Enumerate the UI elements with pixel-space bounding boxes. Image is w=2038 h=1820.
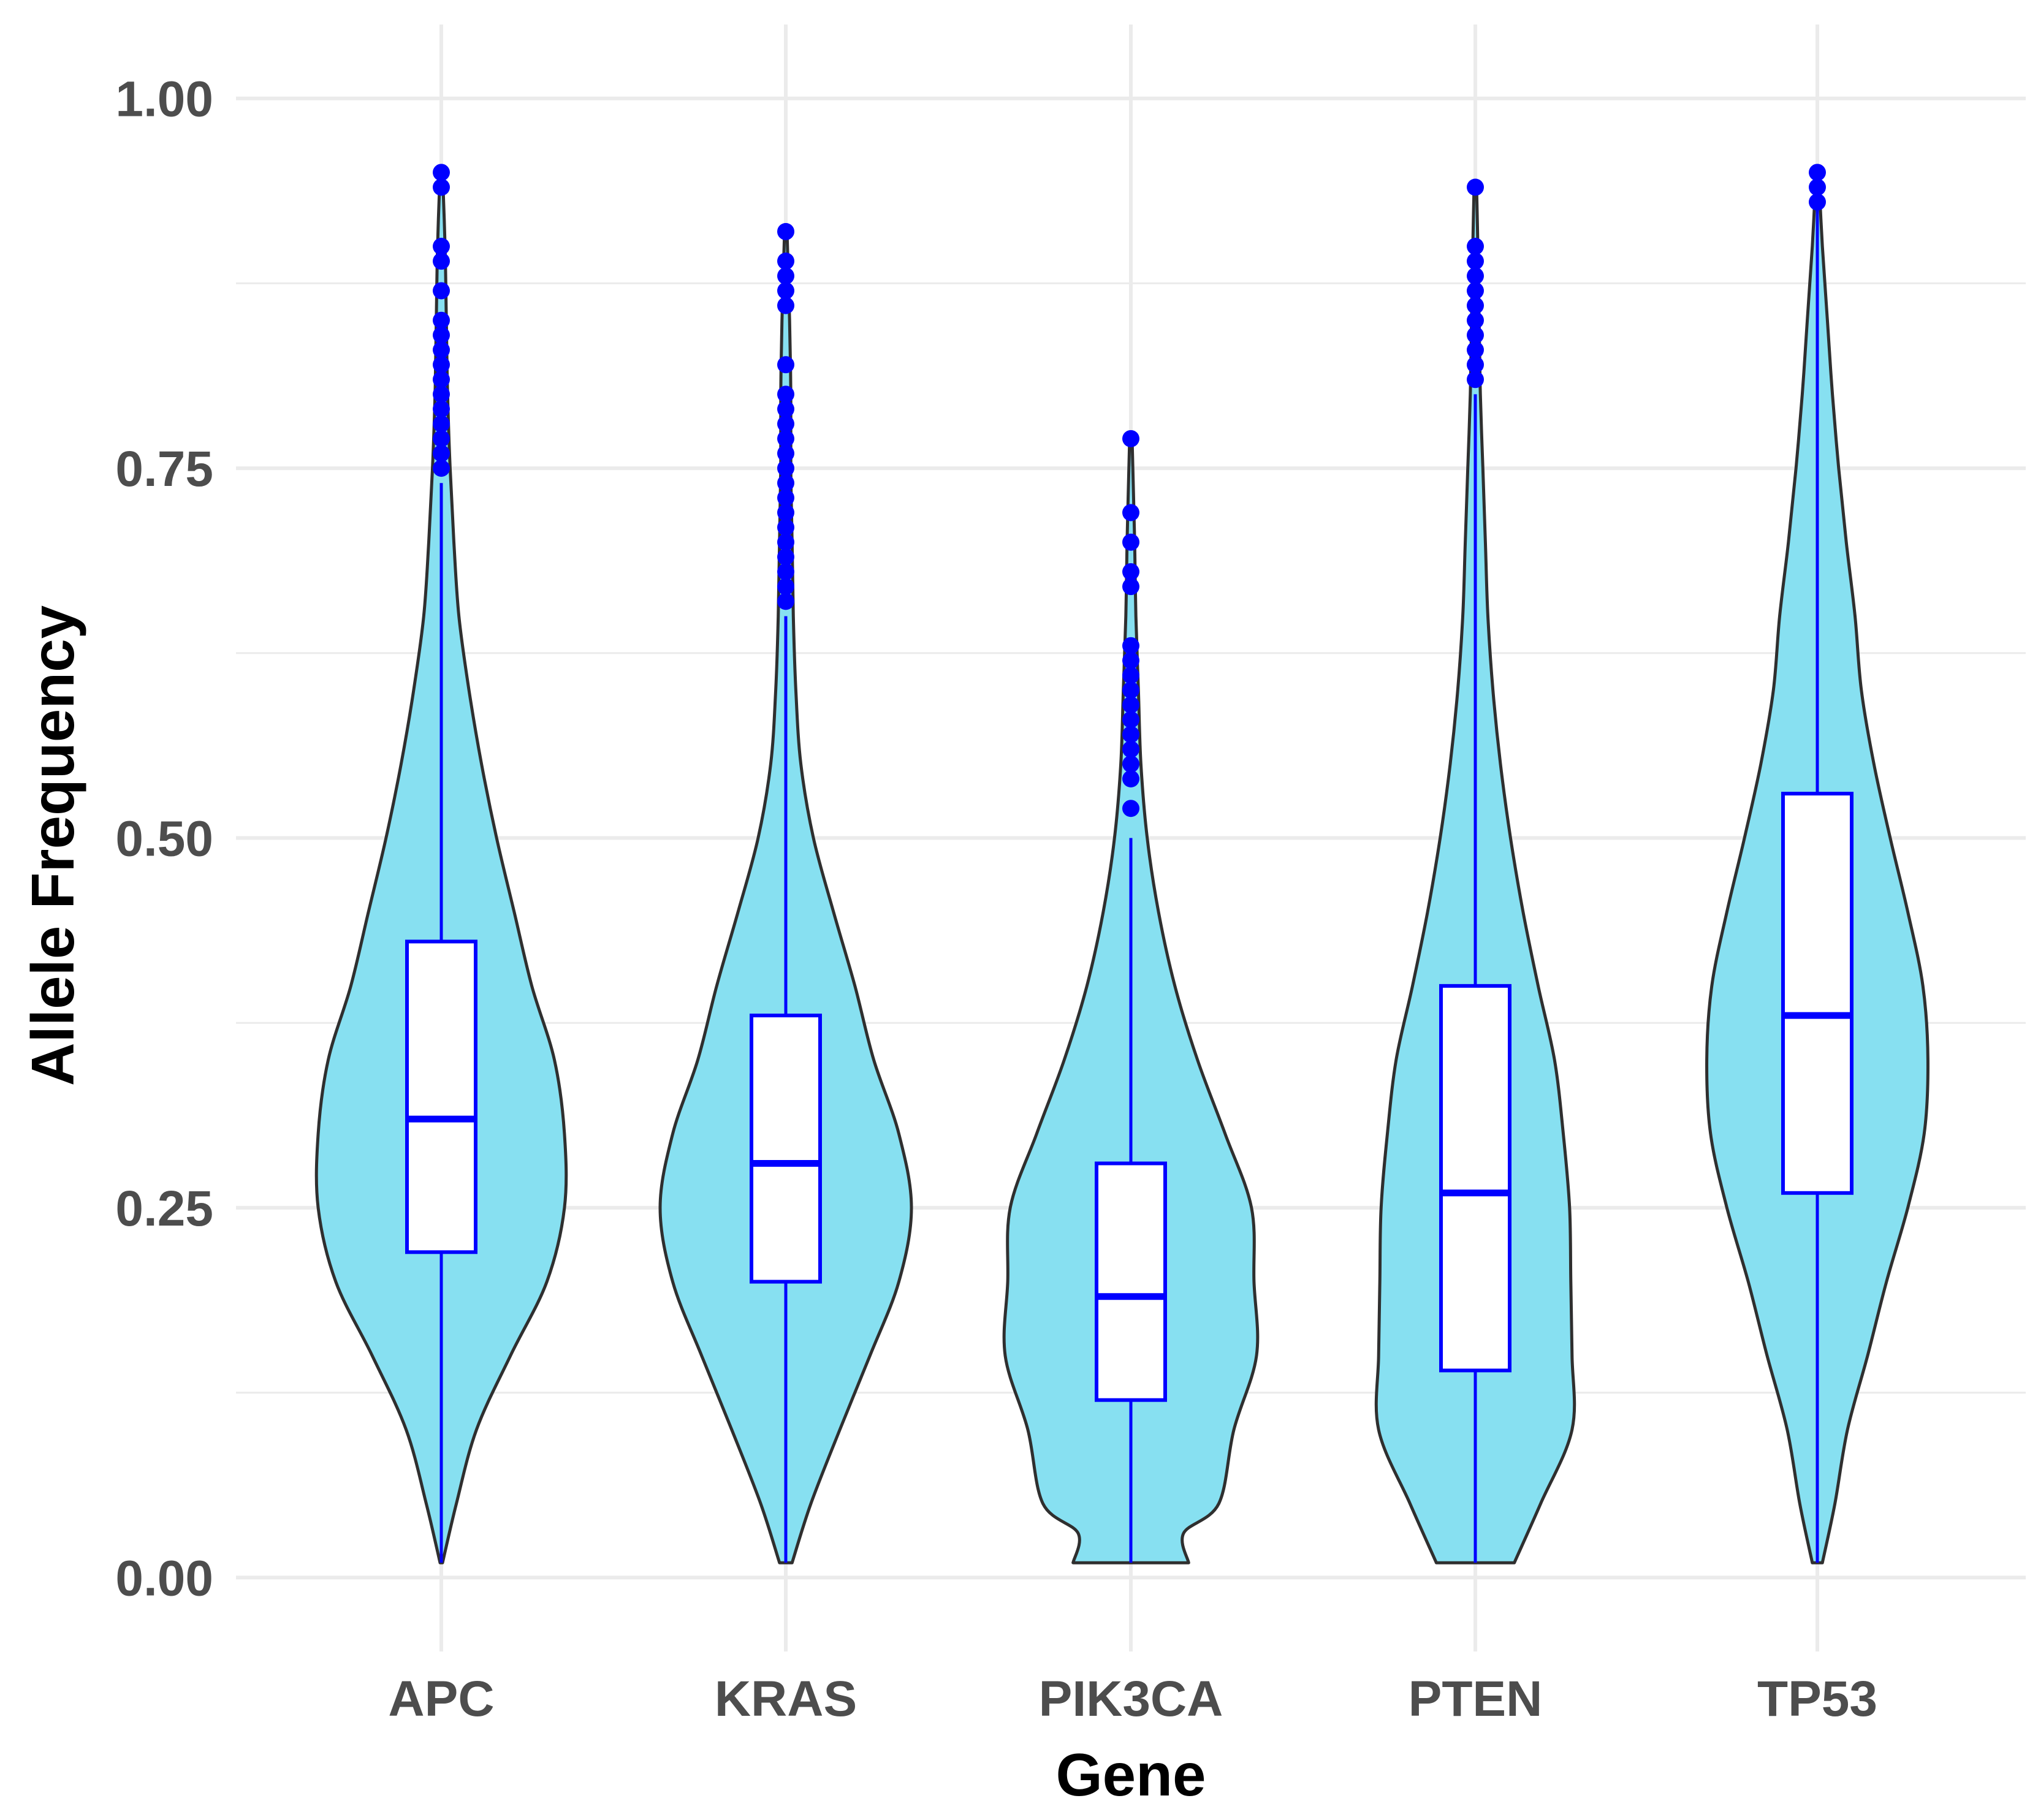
outlier-point bbox=[777, 297, 794, 314]
outlier-point bbox=[777, 533, 794, 551]
outlier-point bbox=[1809, 193, 1826, 211]
x-tick-label: PIK3CA bbox=[1039, 1671, 1223, 1727]
y-tick-label: 0.75 bbox=[115, 441, 213, 497]
x-tick-label: KRAS bbox=[715, 1671, 857, 1727]
outlier-point bbox=[1467, 282, 1484, 300]
x-tick-label: PTEN bbox=[1409, 1671, 1543, 1727]
outlier-point bbox=[433, 178, 450, 196]
outlier-point bbox=[433, 238, 450, 256]
box-pten bbox=[1439, 984, 1511, 1373]
outlier-point bbox=[1122, 533, 1139, 551]
outlier-point bbox=[1467, 297, 1484, 314]
outlier-point bbox=[1467, 371, 1484, 389]
outlier-point bbox=[433, 341, 450, 358]
outlier-point bbox=[1122, 563, 1139, 581]
box-pik3ca bbox=[1095, 1161, 1167, 1402]
outlier-point bbox=[433, 326, 450, 344]
outlier-point bbox=[433, 444, 450, 462]
outlier-point bbox=[1809, 164, 1826, 181]
outlier-point bbox=[777, 548, 794, 566]
outlier-point bbox=[433, 282, 450, 300]
outlier-point bbox=[777, 578, 794, 596]
outlier-point bbox=[777, 430, 794, 447]
outlier-point bbox=[1122, 696, 1139, 714]
outlier-point bbox=[433, 371, 450, 389]
outlier-point bbox=[1122, 430, 1139, 447]
outlier-points bbox=[433, 164, 1826, 817]
outlier-point bbox=[777, 474, 794, 492]
outlier-point bbox=[1122, 667, 1139, 684]
outlier-point bbox=[777, 282, 794, 300]
outlier-point bbox=[1467, 341, 1484, 358]
outlier-point bbox=[777, 385, 794, 403]
outlier-point bbox=[1122, 637, 1139, 654]
outlier-point bbox=[1122, 681, 1139, 699]
boxplots bbox=[405, 202, 1854, 1563]
outlier-point bbox=[433, 311, 450, 329]
outlier-point bbox=[1467, 178, 1484, 196]
x-tick-label: APC bbox=[388, 1671, 494, 1727]
outlier-point bbox=[1122, 711, 1139, 729]
outlier-point bbox=[433, 252, 450, 270]
outlier-point bbox=[433, 400, 450, 418]
y-axis-title: Allele Frequency bbox=[19, 605, 86, 1086]
outlier-point bbox=[433, 415, 450, 433]
outlier-point bbox=[1122, 770, 1139, 787]
y-tick-label: 0.00 bbox=[115, 1550, 213, 1606]
outlier-point bbox=[1122, 755, 1139, 773]
box-apc bbox=[405, 939, 477, 1254]
outlier-point bbox=[777, 504, 794, 521]
outlier-point bbox=[777, 518, 794, 536]
outlier-point bbox=[1122, 740, 1139, 758]
outlier-point bbox=[777, 415, 794, 433]
outlier-point bbox=[777, 563, 794, 581]
outlier-point bbox=[433, 356, 450, 374]
outlier-point bbox=[777, 489, 794, 507]
outlier-point bbox=[1467, 356, 1484, 374]
outlier-point bbox=[777, 460, 794, 477]
outlier-point bbox=[1122, 578, 1139, 596]
outlier-point bbox=[1122, 651, 1139, 669]
x-tick-label: TP53 bbox=[1757, 1671, 1877, 1727]
outlier-point bbox=[433, 460, 450, 477]
outlier-point bbox=[1467, 252, 1484, 270]
outlier-point bbox=[777, 356, 794, 374]
y-axis-tick-labels: 0.00 0.25 0.50 0.75 1.00 bbox=[115, 72, 213, 1607]
outlier-point bbox=[1467, 267, 1484, 285]
outlier-point bbox=[777, 444, 794, 462]
x-axis-title: Gene bbox=[1055, 1741, 1206, 1808]
outlier-point bbox=[1467, 311, 1484, 329]
y-tick-label: 0.50 bbox=[115, 811, 213, 867]
outlier-point bbox=[1122, 726, 1139, 743]
box-kras bbox=[750, 1014, 822, 1284]
y-tick-label: 0.25 bbox=[115, 1181, 213, 1237]
outlier-point bbox=[433, 430, 450, 447]
outlier-point bbox=[433, 385, 450, 403]
y-tick-label: 1.00 bbox=[115, 72, 213, 127]
x-axis-tick-labels: APC KRAS PIK3CA PTEN TP53 bbox=[388, 1671, 1877, 1727]
outlier-point bbox=[777, 267, 794, 285]
outlier-point bbox=[1467, 238, 1484, 256]
outlier-point bbox=[1467, 326, 1484, 344]
outlier-point bbox=[433, 164, 450, 181]
outlier-point bbox=[1809, 178, 1826, 196]
outlier-point bbox=[777, 252, 794, 270]
outlier-point bbox=[1122, 800, 1139, 817]
outlier-point bbox=[1122, 504, 1139, 521]
outlier-point bbox=[777, 222, 794, 240]
outlier-point bbox=[777, 593, 794, 610]
outlier-point bbox=[777, 400, 794, 418]
box-tp53 bbox=[1781, 792, 1854, 1195]
